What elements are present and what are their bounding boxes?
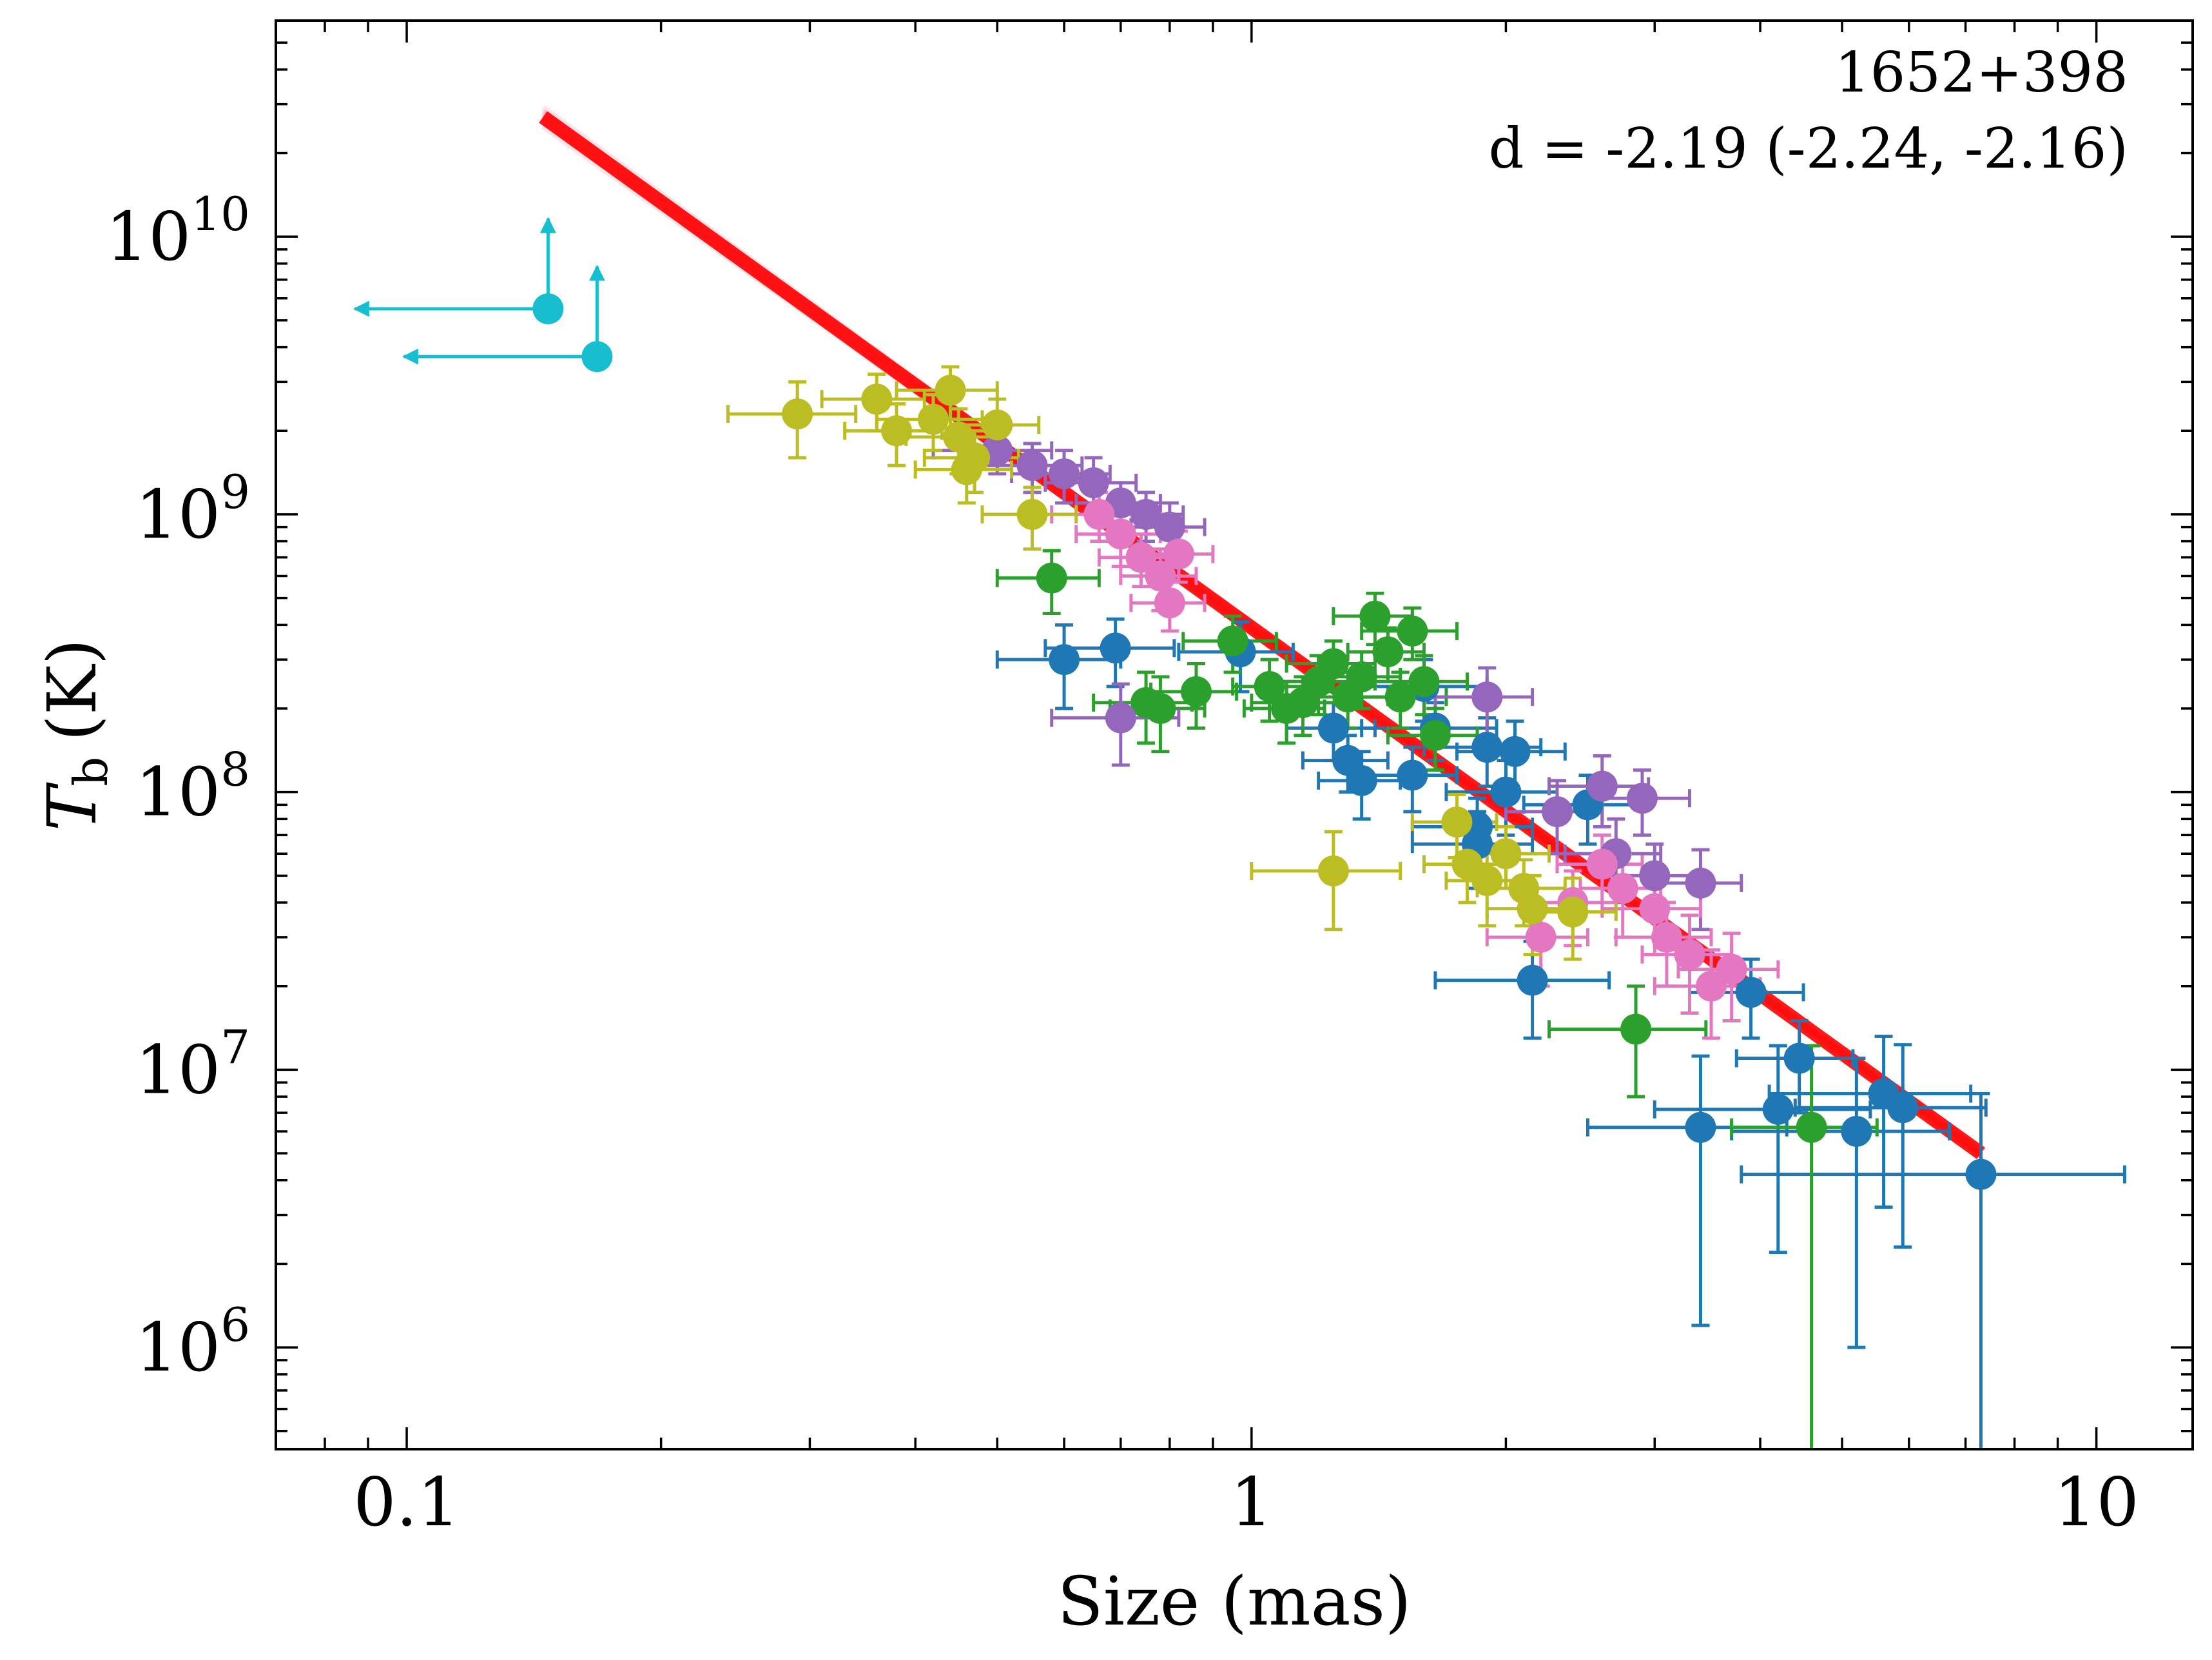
data-point (1397, 759, 1428, 791)
data-point (1372, 636, 1404, 668)
data-point (1541, 796, 1573, 828)
data-point (1049, 644, 1080, 676)
data-point (1639, 860, 1671, 892)
data-point (1100, 632, 1131, 664)
data-point (1217, 625, 1248, 657)
data-point (935, 375, 966, 406)
data-point (1408, 666, 1440, 698)
data-point (1499, 736, 1531, 767)
data-point (1105, 702, 1136, 734)
source-name-label: 1652+398 (1835, 41, 2128, 105)
data-point (1796, 1111, 1827, 1143)
data-point (1317, 648, 1349, 679)
y-tick-label: 1010 (106, 187, 250, 276)
data-point (1490, 776, 1522, 808)
upper-limit-markers (353, 217, 613, 373)
y-axis-label: Tb (K) (33, 639, 118, 831)
y-tick-label: 107 (135, 1020, 250, 1109)
data-point (1359, 600, 1391, 632)
data-point (1965, 1158, 1997, 1190)
data-point (1130, 498, 1162, 530)
data-point (1517, 964, 1548, 996)
fit-slope-label: d = -2.19 (-2.24, -2.16) (1488, 117, 2128, 181)
data-point (1471, 864, 1503, 896)
data-point (1049, 458, 1080, 489)
data-point (1626, 783, 1658, 814)
data-point (1105, 518, 1136, 550)
upper-limit-point (532, 293, 564, 325)
data-point (1036, 562, 1067, 594)
error-bars (726, 365, 2126, 1449)
data-points (782, 375, 1997, 1190)
data-point (982, 409, 1013, 441)
x-tick-label: 10 (2053, 1463, 2139, 1541)
data-point (1471, 732, 1503, 763)
data-point (861, 384, 893, 415)
data-point (1783, 1042, 1815, 1074)
data-point (1016, 450, 1048, 482)
x-tick-label: 1 (1230, 1463, 1273, 1541)
data-point (1397, 615, 1428, 647)
data-point (1525, 921, 1557, 953)
data-point (1317, 712, 1349, 744)
x-tick-label: 0.1 (353, 1463, 460, 1541)
data-point (1674, 939, 1705, 970)
data-point (1490, 838, 1522, 870)
data-point (1841, 1115, 1872, 1147)
data-point (881, 415, 913, 447)
data-point (1685, 1111, 1716, 1143)
y-axis-label-symbol: T (33, 782, 112, 831)
data-point (1651, 921, 1682, 953)
upper-limit-point (581, 341, 613, 373)
data-point (1016, 498, 1048, 530)
plot-frame (275, 19, 2194, 1450)
data-point (1125, 542, 1157, 573)
data-point (1346, 661, 1377, 692)
data-point (1762, 1093, 1794, 1125)
data-point (1685, 867, 1716, 899)
fit-line-band (539, 105, 1985, 1159)
data-point (1154, 587, 1185, 619)
data-point (1517, 893, 1548, 924)
data-point (1639, 893, 1671, 924)
axes: 0.1 1 10 106 107 108 109 1010 (106, 19, 2193, 1541)
data-point (917, 404, 949, 435)
data-point (1607, 873, 1638, 904)
data-point (951, 454, 982, 485)
data-point (1716, 953, 1747, 985)
data-point (1163, 538, 1194, 570)
data-point (1620, 1013, 1652, 1045)
y-axis-label-unit: (K) (33, 639, 112, 741)
data-point (1254, 670, 1285, 702)
data-point (1317, 855, 1349, 886)
data-point (1145, 560, 1176, 592)
data-point (1078, 467, 1109, 498)
data-point (1586, 770, 1618, 802)
y-tick-label: 106 (135, 1298, 250, 1387)
data-point (1180, 676, 1212, 707)
data-point (1887, 1092, 1919, 1124)
x-axis-label: Size (mas) (1057, 1562, 1411, 1641)
y-tick-label: 108 (135, 743, 250, 832)
data-point (1696, 970, 1727, 1002)
data-point (1586, 848, 1618, 880)
data-point (1419, 719, 1451, 751)
data-point (1083, 498, 1115, 530)
data-point (1145, 692, 1176, 724)
data-point (1346, 765, 1377, 796)
y-tick-label: 109 (135, 465, 250, 554)
data-point (1384, 681, 1416, 713)
data-point (1154, 511, 1185, 543)
data-point (1441, 806, 1473, 838)
data-point (1471, 681, 1503, 713)
data-point (1557, 896, 1589, 928)
data-point (782, 398, 813, 430)
data-point (1735, 977, 1767, 1008)
y-axis-label-subscript: b (64, 757, 118, 786)
